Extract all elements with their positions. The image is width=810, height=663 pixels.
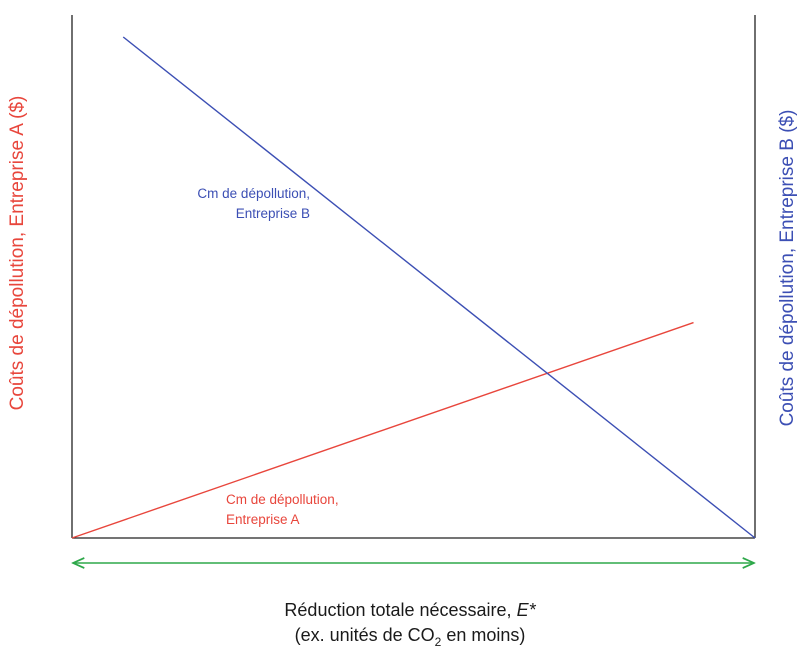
curve-firm-b bbox=[122, 36, 756, 539]
curve-b-label-line1: Cm de dépollution, bbox=[197, 186, 310, 201]
x-axis-label-line2: (ex. unités de CO2 en moins) bbox=[295, 625, 526, 649]
curve-b-label-line2: Entreprise B bbox=[236, 206, 310, 221]
y-axis-label-left: Coûts de dépollution, Entreprise A ($) bbox=[7, 96, 28, 411]
x-axis-label-line1: Réduction totale nécessaire, E* bbox=[284, 600, 536, 620]
curve-a-label-line2: Entreprise A bbox=[226, 512, 300, 527]
curve-firm-a bbox=[71, 321, 694, 539]
curve-a-label-line1: Cm de dépollution, bbox=[226, 492, 339, 507]
y-axis-label-right: Coûts de dépollution, Entreprise B ($) bbox=[777, 110, 798, 427]
